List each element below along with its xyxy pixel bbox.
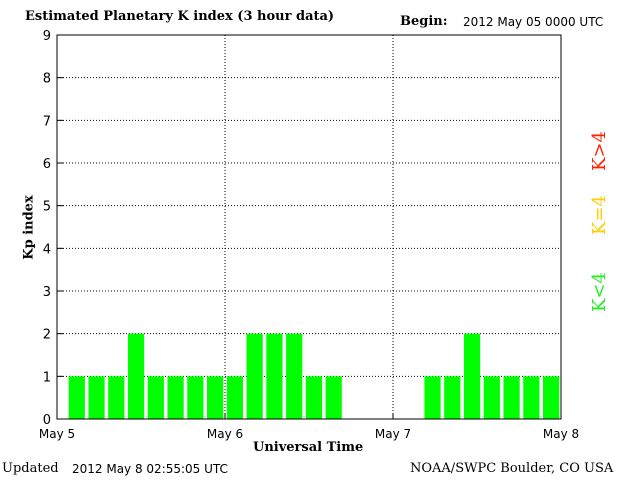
begin-value: 2012 May 05 0000 UTC: [463, 15, 604, 29]
y-tick-label: 6: [43, 157, 51, 172]
legend-k-equals-4: K=4: [589, 195, 610, 235]
x-tick-label: May 7: [375, 427, 411, 441]
y-tick-label: 0: [43, 413, 51, 428]
kp-bar: [523, 376, 540, 419]
kp-bar: [444, 376, 461, 419]
chart-title: Estimated Planetary K index (3 hour data…: [25, 9, 335, 24]
kp-bar: [127, 333, 145, 419]
y-tick-label: 5: [43, 200, 51, 215]
x-tick-label: May 8: [543, 427, 579, 441]
updated-label: Updated: [2, 461, 59, 476]
y-tick-label: 9: [43, 29, 51, 44]
begin-label: Begin:: [400, 14, 448, 29]
y-tick-label: 8: [43, 72, 51, 87]
x-tick-label: May 6: [207, 427, 243, 441]
kp-bar: [108, 376, 125, 419]
kp-bar: [266, 333, 283, 419]
kp-bar: [325, 376, 342, 419]
y-axis-label: Kp index: [21, 195, 37, 260]
y-tick-label: 7: [43, 114, 51, 129]
kp-bar: [543, 376, 560, 419]
kp-bar: [305, 376, 323, 419]
y-tick-label: 2: [43, 328, 51, 343]
legend-k-below-4: K<4: [589, 272, 610, 312]
y-tick-label: 3: [43, 285, 51, 300]
kp-bar: [246, 333, 263, 419]
kp-bar: [147, 376, 164, 419]
credit-text: NOAA/SWPC Boulder, CO USA: [410, 461, 614, 476]
kp-bar: [68, 376, 85, 419]
kp-bar: [483, 376, 500, 419]
x-tick-label: May 5: [39, 427, 75, 441]
plot-frame: [56, 34, 562, 420]
y-tick-label: 1: [43, 370, 51, 385]
kp-bar: [503, 376, 520, 419]
x-axis-label: Universal Time: [253, 440, 364, 455]
kp-bar: [207, 376, 224, 419]
kp-bar: [286, 333, 303, 419]
kp-bar: [167, 376, 184, 419]
y-tick-label: 4: [43, 242, 51, 257]
updated-value: 2012 May 8 02:55:05 UTC: [72, 462, 228, 476]
kp-bar: [187, 376, 204, 419]
kp-bar: [88, 376, 105, 419]
kp-bar: [226, 376, 243, 419]
kp-bar: [424, 376, 441, 419]
kp-bar: [463, 333, 481, 419]
